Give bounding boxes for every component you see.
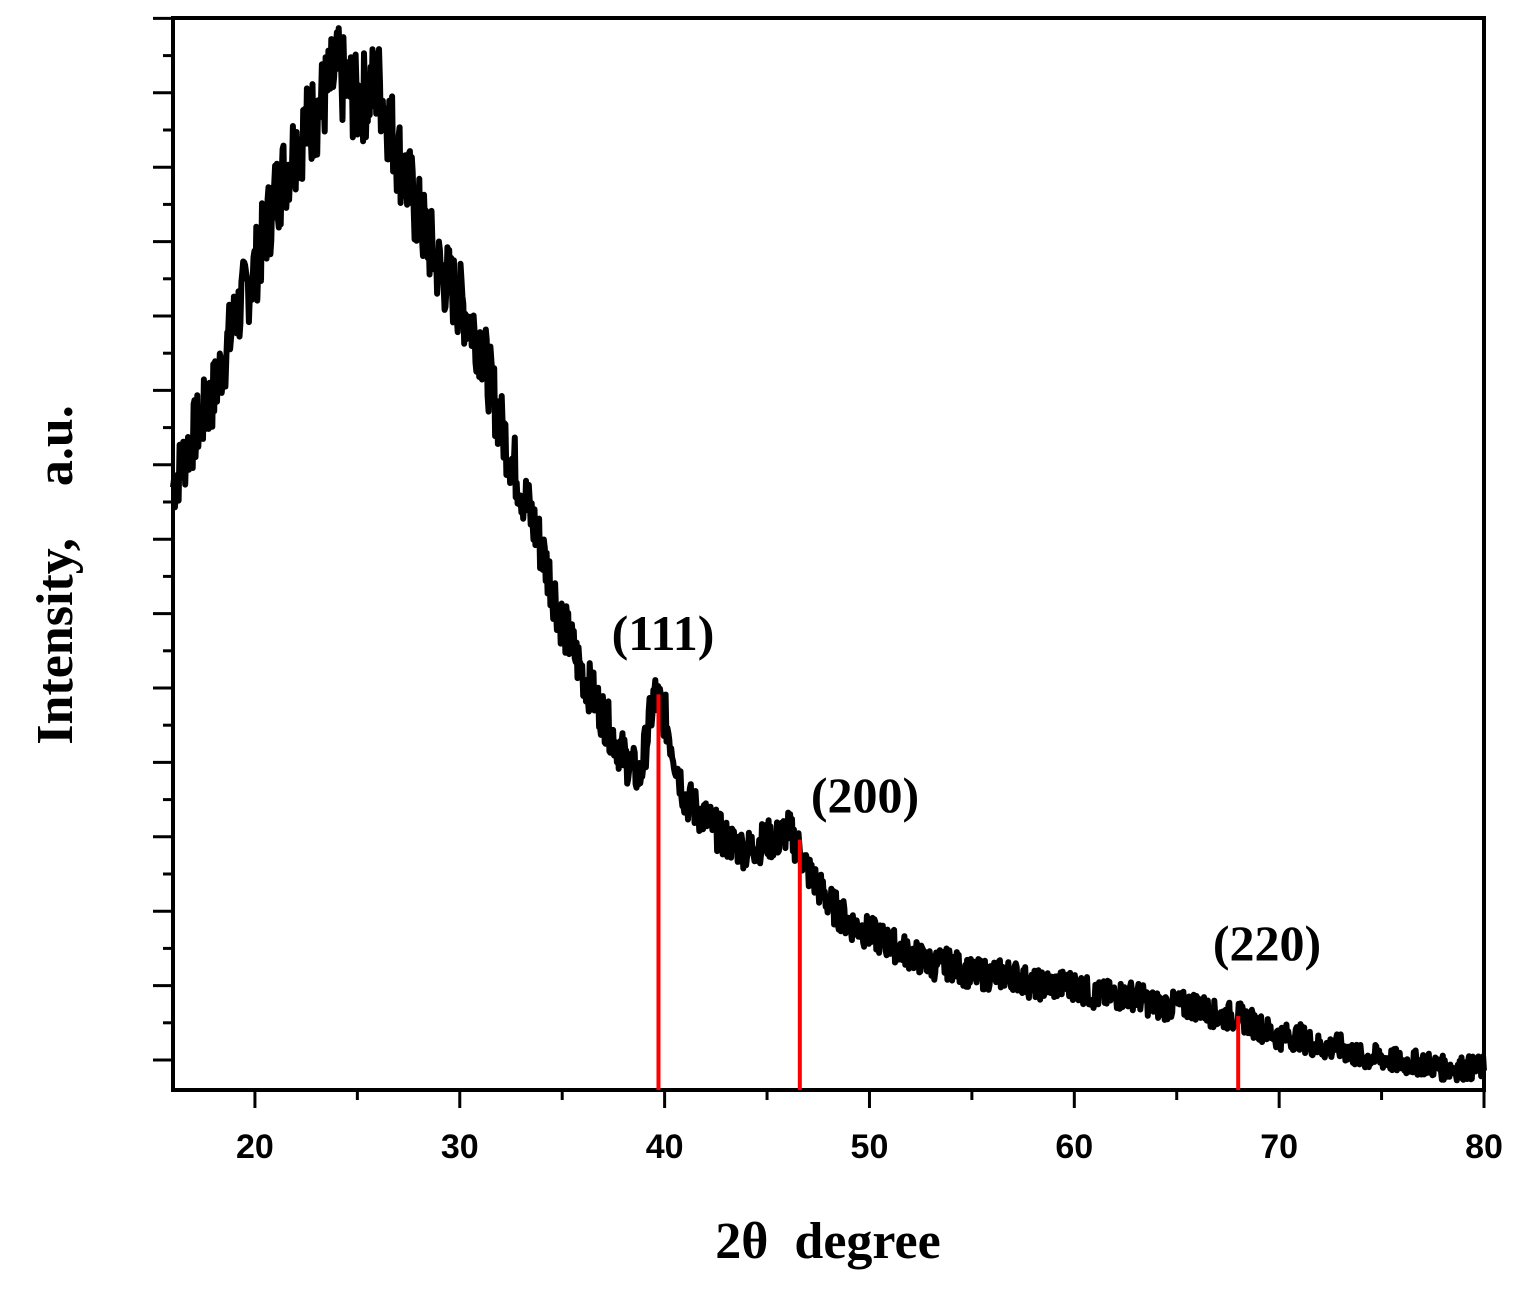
x-axis-title: 2θ degree (715, 1213, 940, 1270)
y-axis-title: Intensity, a.u. (27, 405, 84, 745)
y-axis-ticks (153, 16, 173, 1062)
plot-border (171, 16, 1486, 1092)
x-tick-label: 80 (1465, 1128, 1503, 1166)
plot-frame (171, 16, 1486, 1092)
x-tick-label: 60 (1055, 1128, 1093, 1166)
series-layer (170, 25, 1487, 1084)
peak-label: (111) (612, 605, 715, 661)
peak-labels: (111) (200) (220) (612, 605, 1322, 971)
x-axis-tick-labels: 20 30 40 50 60 70 80 (236, 1128, 1503, 1166)
x-axis-ticks (253, 1090, 1486, 1108)
peak-label: (220) (1213, 915, 1321, 971)
x-tick-label: 20 (236, 1128, 274, 1166)
reference-lines (656, 694, 1241, 1090)
peak-label: (200) (811, 767, 919, 823)
x-tick-label: 30 (441, 1128, 479, 1166)
xrd-pattern-line (170, 25, 1487, 1084)
x-tick-label: 50 (851, 1128, 889, 1166)
x-tick-label: 70 (1260, 1128, 1298, 1166)
x-tick-label: 40 (646, 1128, 684, 1166)
